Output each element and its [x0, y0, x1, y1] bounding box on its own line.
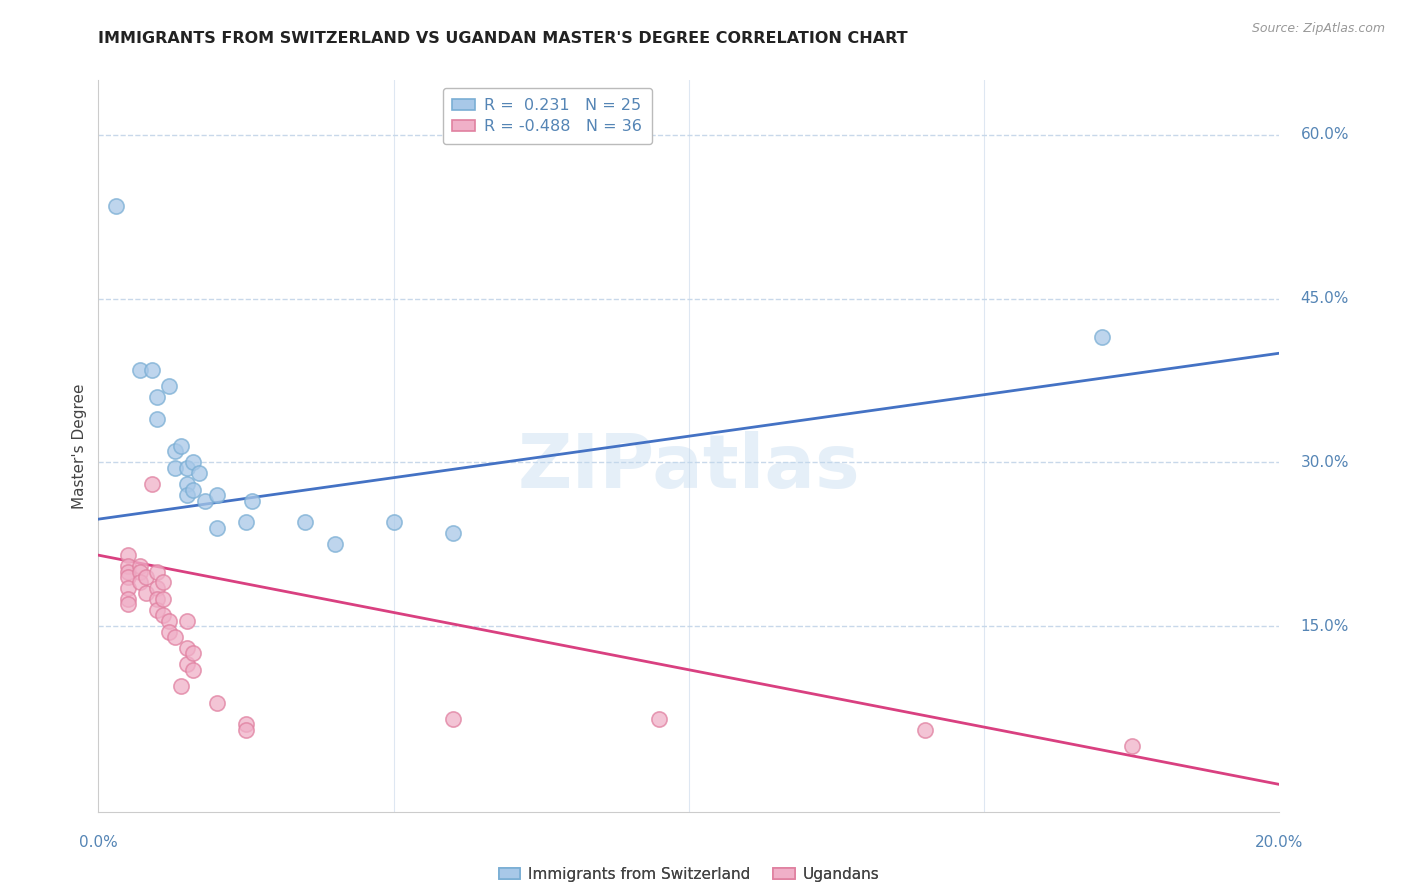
Point [194, 493, 217, 508]
Point [157, 379, 180, 393]
Point [181, 647, 204, 661]
Point [205, 488, 228, 502]
Point [1091, 330, 1114, 344]
Point [441, 712, 464, 726]
Point [176, 640, 198, 655]
Point [176, 477, 198, 491]
Point [176, 460, 198, 475]
Point [146, 565, 169, 579]
Text: 20.0%: 20.0% [1256, 836, 1303, 850]
Point [128, 575, 150, 590]
Point [135, 570, 157, 584]
Point [323, 537, 346, 551]
Point [187, 467, 209, 481]
Point [205, 696, 228, 710]
Point [146, 390, 169, 404]
Point [181, 663, 204, 677]
Point [170, 439, 193, 453]
Point [117, 581, 139, 595]
Point [294, 516, 316, 530]
Text: 45.0%: 45.0% [1301, 291, 1348, 306]
Point [117, 559, 139, 574]
Point [176, 614, 198, 628]
Point [146, 581, 169, 595]
Point [141, 362, 163, 376]
Point [105, 199, 128, 213]
Point [914, 723, 936, 737]
Text: Source: ZipAtlas.com: Source: ZipAtlas.com [1251, 22, 1385, 36]
Point [128, 565, 150, 579]
Legend: Immigrants from Switzerland, Ugandans: Immigrants from Switzerland, Ugandans [492, 861, 886, 888]
Text: 30.0%: 30.0% [1301, 455, 1348, 470]
Point [165, 630, 187, 644]
Point [205, 521, 228, 535]
Point [152, 591, 174, 606]
Point [146, 603, 169, 617]
Point [165, 460, 187, 475]
Point [146, 411, 169, 425]
Point [1121, 739, 1143, 754]
Point [240, 493, 263, 508]
Point [176, 657, 198, 672]
Point [441, 526, 464, 541]
Point [235, 516, 257, 530]
Point [235, 717, 257, 731]
Point [165, 444, 187, 458]
Point [146, 591, 169, 606]
Point [117, 548, 139, 562]
Text: 0.0%: 0.0% [79, 836, 118, 850]
Text: ZIPatlas: ZIPatlas [517, 432, 860, 505]
Point [157, 614, 180, 628]
Text: IMMIGRANTS FROM SWITZERLAND VS UGANDAN MASTER'S DEGREE CORRELATION CHART: IMMIGRANTS FROM SWITZERLAND VS UGANDAN M… [98, 31, 908, 46]
Point [135, 586, 157, 600]
Point [235, 723, 257, 737]
Point [128, 559, 150, 574]
Point [157, 624, 180, 639]
Point [117, 565, 139, 579]
Point [128, 362, 150, 376]
Point [117, 597, 139, 611]
Point [117, 591, 139, 606]
Point [170, 679, 193, 693]
Point [648, 712, 671, 726]
Point [117, 570, 139, 584]
Point [152, 575, 174, 590]
Point [382, 516, 405, 530]
Point [176, 488, 198, 502]
Y-axis label: Master's Degree: Master's Degree [72, 384, 87, 508]
Text: 60.0%: 60.0% [1301, 128, 1348, 143]
Point [152, 608, 174, 623]
Point [141, 477, 163, 491]
Point [181, 455, 204, 469]
Point [181, 483, 204, 497]
Text: 15.0%: 15.0% [1301, 619, 1348, 633]
